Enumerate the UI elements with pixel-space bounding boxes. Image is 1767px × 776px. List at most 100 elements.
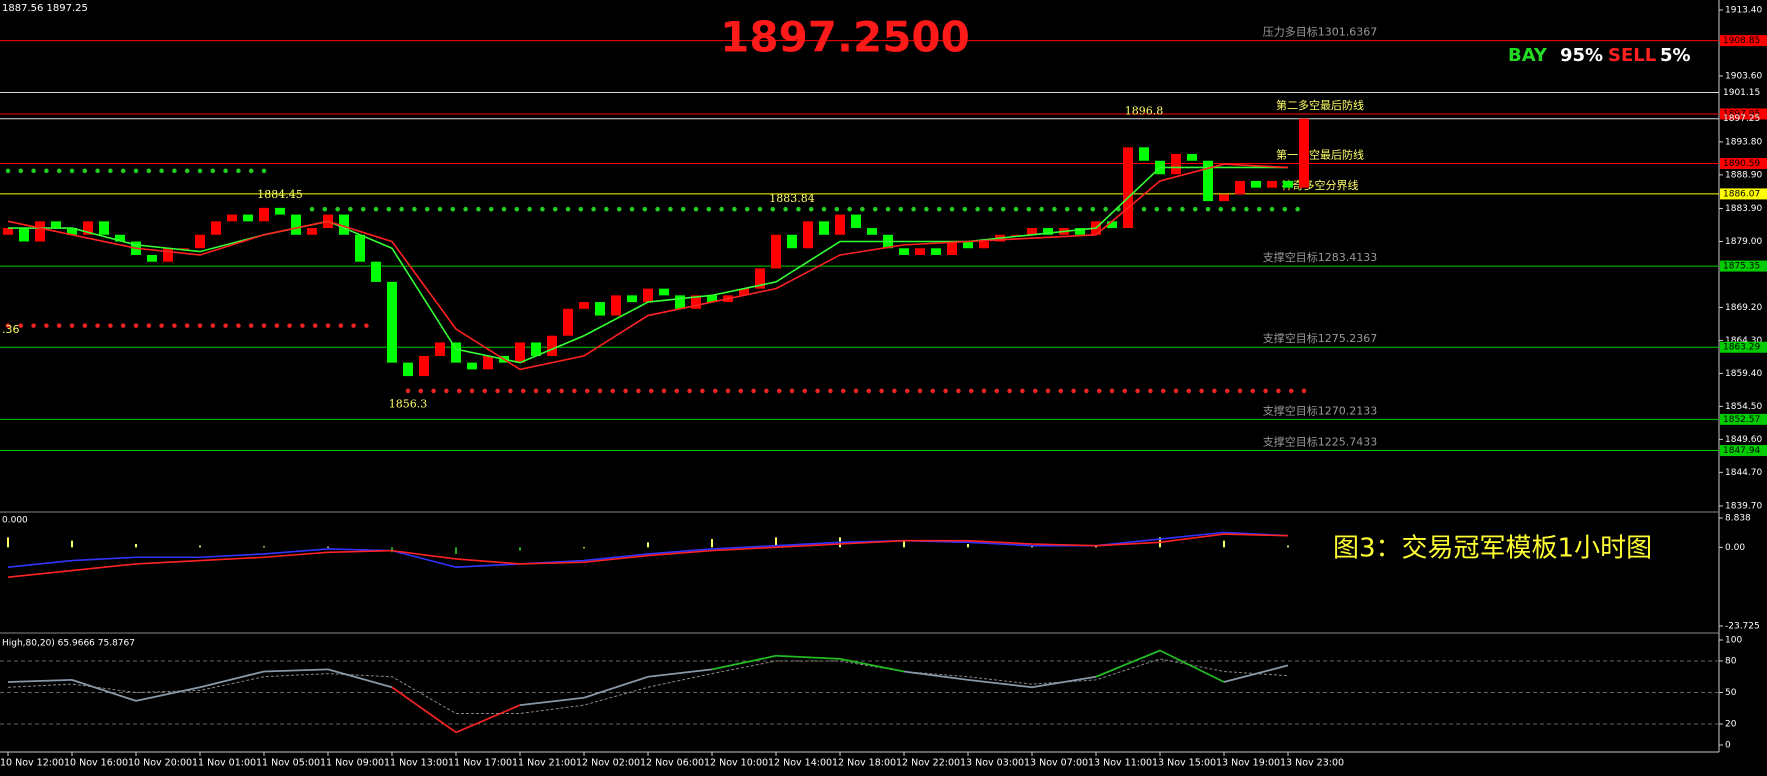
x-tick-label: 11 Nov 01:00: [192, 758, 256, 769]
signal-dot: [956, 388, 961, 394]
candle: [531, 342, 541, 356]
x-tick-label: 12 Nov 10:00: [704, 758, 768, 769]
stochastic-segment: [519, 696, 585, 706]
signal-dot: [44, 323, 49, 328]
stochastic-segment: [583, 675, 649, 699]
signal-dot: [146, 168, 152, 174]
signal-dot: [437, 206, 443, 212]
signal-dot: [815, 388, 820, 394]
signal-dot: [172, 168, 177, 174]
signal-dot: [351, 323, 356, 328]
level-price: 1847.94: [1723, 446, 1760, 456]
candle: [371, 261, 381, 282]
signal-dot: [885, 206, 891, 212]
signal-dot: [719, 206, 724, 212]
signal-dot: [712, 388, 718, 394]
candle: [451, 342, 461, 363]
level-price: 1897.95: [1723, 109, 1760, 119]
signal-dot: [82, 323, 88, 328]
signal-dot: [1071, 388, 1076, 394]
histogram-bar: [647, 542, 649, 548]
level-box: [1720, 445, 1767, 457]
candle: [1139, 147, 1149, 161]
y-tick-label: 1888.90: [1725, 170, 1762, 180]
candle: [739, 288, 749, 296]
signal-dot: [31, 323, 36, 328]
y-tick-label: 1883.90: [1725, 204, 1762, 214]
signal-dot: [248, 168, 254, 174]
candle: [867, 228, 877, 235]
candle: [563, 308, 573, 336]
candle: [963, 241, 973, 249]
signal-dot: [1103, 206, 1108, 212]
signal-dot: [802, 388, 808, 394]
y-tick-label: 8.838: [1725, 514, 1751, 524]
edge-note: .36: [2, 323, 20, 336]
stochastic-segment: [1223, 664, 1289, 683]
histogram-bar: [711, 539, 713, 548]
candle: [307, 228, 317, 235]
signal-dot: [82, 168, 88, 174]
signal-dot: [386, 206, 392, 212]
level-text: 第一多空最后防线: [1276, 148, 1364, 162]
signal-dot: [348, 206, 353, 212]
candle: [51, 221, 61, 229]
signal-name: SELL: [1608, 45, 1656, 66]
signal-dot: [930, 388, 936, 394]
signal-dot: [373, 206, 379, 212]
candle: [611, 295, 621, 316]
candle: [579, 302, 589, 309]
candle: [243, 214, 253, 222]
candle: [643, 288, 653, 303]
x-tick-label: 13 Nov 23:00: [1280, 758, 1344, 769]
signal-dot: [591, 206, 596, 212]
candle: [259, 207, 269, 222]
x-tick-label: 12 Nov 14:00: [768, 758, 832, 769]
signal-dot: [482, 388, 488, 394]
candle: [1171, 154, 1181, 175]
signal-dot: [1231, 206, 1236, 212]
level-price: 1897.25: [1723, 114, 1760, 124]
signal-dot: [488, 206, 494, 212]
signal-dot: [687, 388, 692, 394]
signal-dot: [828, 388, 833, 394]
signal-dot: [898, 206, 904, 212]
header-prices: 1887.56 1897.25: [2, 3, 88, 14]
signal-dot: [866, 388, 872, 394]
signal-dot: [1007, 388, 1012, 394]
signal-dot: [325, 323, 331, 328]
price-note: 1884.45: [257, 188, 303, 201]
signal-dot: [674, 388, 680, 394]
candle: [387, 281, 397, 363]
signal-dot: [300, 323, 305, 328]
candle: [83, 221, 93, 235]
caption: 图3：交易冠军模板1小时图: [1333, 534, 1652, 564]
signal-dot: [1288, 388, 1294, 394]
histogram-bar: [1095, 545, 1097, 548]
signal-dot: [706, 206, 712, 212]
candle: [99, 221, 109, 235]
y-tick-label: 1913.40: [1725, 6, 1762, 16]
stochastic-segment: [199, 670, 265, 689]
signal-dot: [444, 388, 449, 394]
signal-dot: [968, 388, 974, 394]
candle: [1043, 228, 1053, 235]
signal-dot: [732, 206, 737, 212]
signal-dot: [1077, 206, 1083, 212]
x-tick-label: 13 Nov 03:00: [960, 758, 1024, 769]
candle: [339, 214, 349, 235]
signal-dot: [210, 168, 216, 174]
signal-dot: [424, 206, 430, 212]
signal-dot: [776, 388, 782, 394]
signal-dot: [988, 206, 993, 212]
level-box: [1720, 108, 1767, 120]
signal-dot: [1090, 206, 1096, 212]
signal-dot: [1058, 388, 1064, 394]
signal-dot: [261, 323, 267, 328]
histogram-bar: [199, 545, 201, 548]
signal-dot: [133, 168, 139, 174]
signal-dot: [757, 206, 763, 212]
signal-dot: [450, 206, 456, 212]
signal-dot: [364, 323, 369, 328]
signal-dot: [949, 206, 955, 212]
